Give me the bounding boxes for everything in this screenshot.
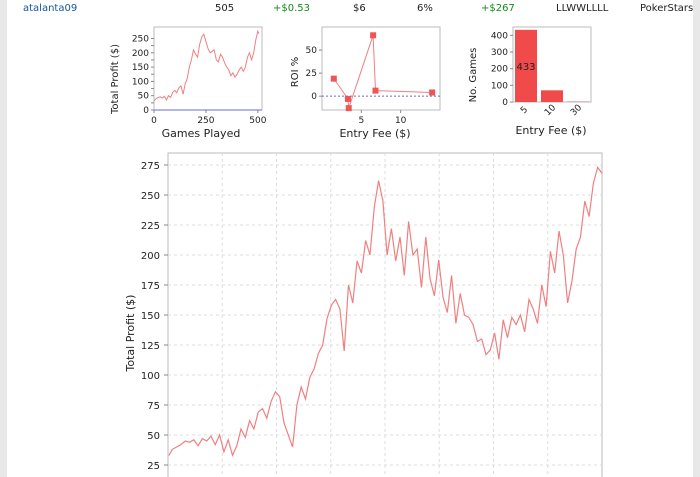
x-tick-label: 10: [395, 116, 407, 126]
y-tick-label: 400: [491, 31, 508, 41]
network-name: PokerStars: [640, 3, 694, 14]
y-tick-label: 250: [141, 191, 160, 202]
profit-line: [168, 166, 603, 458]
player-stats-panel: atalanta09 505 +$0.53 $6 6% +$267 LLWWLL…: [7, 0, 693, 477]
x-tick-label: 0: [151, 116, 157, 126]
y-tick-label: 50: [138, 92, 150, 102]
y-tick-label: 125: [141, 341, 160, 352]
x-tick-label: 5: [519, 105, 530, 116]
x-tick-label: 500: [249, 116, 266, 126]
roi-point: [344, 95, 351, 102]
games-count: 505: [215, 3, 235, 14]
y-tick-label: 300: [491, 48, 508, 58]
y-tick-label: 50: [306, 46, 318, 56]
profit-line: [153, 29, 260, 102]
total-profit: +$267: [481, 3, 515, 14]
y-tick-label: 25: [306, 69, 317, 79]
y-tick-label: 225: [141, 221, 160, 232]
y-tick-label: 150: [132, 63, 149, 73]
y-tick-label: 0: [502, 98, 508, 108]
bar-data-label: 433: [516, 62, 535, 73]
mini-roi-chart: ROI % Entry Fee ($) 0 25 50 5 10: [290, 26, 441, 140]
x-axis-label: Entry Fee ($): [515, 124, 586, 137]
y-tick-label: 50: [147, 431, 160, 442]
y-tick-label: 100: [141, 371, 160, 382]
bar: [541, 90, 563, 102]
average-stake: $6: [353, 3, 366, 14]
plot-area: [153, 26, 263, 111]
recent-form: LLWWLLLL: [556, 3, 609, 14]
roi-line: [333, 35, 433, 109]
y-tick-label: 200: [141, 251, 160, 262]
mini-profit-chart: Total Profit ($) Games Played 0 50 100 150 2…: [110, 26, 267, 140]
y-axis-label: No. Games: [468, 48, 479, 103]
average-profit: +$0.53: [273, 3, 311, 14]
y-tick-label: 250: [132, 34, 149, 44]
y-axis-label: Total Profit ($): [124, 295, 137, 373]
mini-fees-chart: No. Games Entry Fee ($) 0 100 200 300 400 433…: [468, 26, 592, 137]
roi-value: 6%: [417, 3, 433, 14]
y-tick-label: 100: [132, 77, 149, 87]
x-axis-label: Entry Fee ($): [339, 127, 410, 140]
x-tick-label: 5: [358, 116, 364, 126]
x-tick-label: 250: [197, 116, 214, 126]
roi-point: [372, 87, 379, 94]
x-axis-label: Games Played: [162, 127, 241, 140]
bar: [515, 29, 537, 103]
player-row: atalanta09 505 +$0.53 $6 6% +$267 LLWWLL…: [7, 3, 693, 19]
y-tick-label: 25: [147, 461, 160, 472]
x-tick-label: 30: [569, 103, 584, 118]
y-tick-label: 200: [491, 65, 508, 75]
roi-point: [330, 75, 337, 82]
roi-point: [370, 32, 377, 39]
y-tick-label: 275: [141, 161, 160, 172]
plot-area: [321, 26, 441, 111]
y-axis-label: Total Profit ($): [110, 44, 121, 115]
main-profit-chart: Total Profit ($) 25 50 75 100 125 150 175 200 22…: [124, 152, 603, 477]
x-tick-label: 10: [543, 103, 558, 118]
roi-point: [429, 89, 436, 96]
player-name-link[interactable]: atalanta09: [23, 3, 78, 14]
y-tick-label: 200: [132, 49, 149, 59]
y-axis-label: ROI %: [290, 57, 301, 87]
y-tick-label: 0: [311, 92, 317, 102]
roi-point: [345, 105, 352, 112]
y-tick-label: 175: [141, 281, 160, 292]
y-tick-label: 100: [491, 81, 508, 91]
y-tick-label: 75: [147, 401, 160, 412]
y-tick-label: 150: [141, 311, 160, 322]
y-tick-label: 0: [143, 106, 149, 116]
